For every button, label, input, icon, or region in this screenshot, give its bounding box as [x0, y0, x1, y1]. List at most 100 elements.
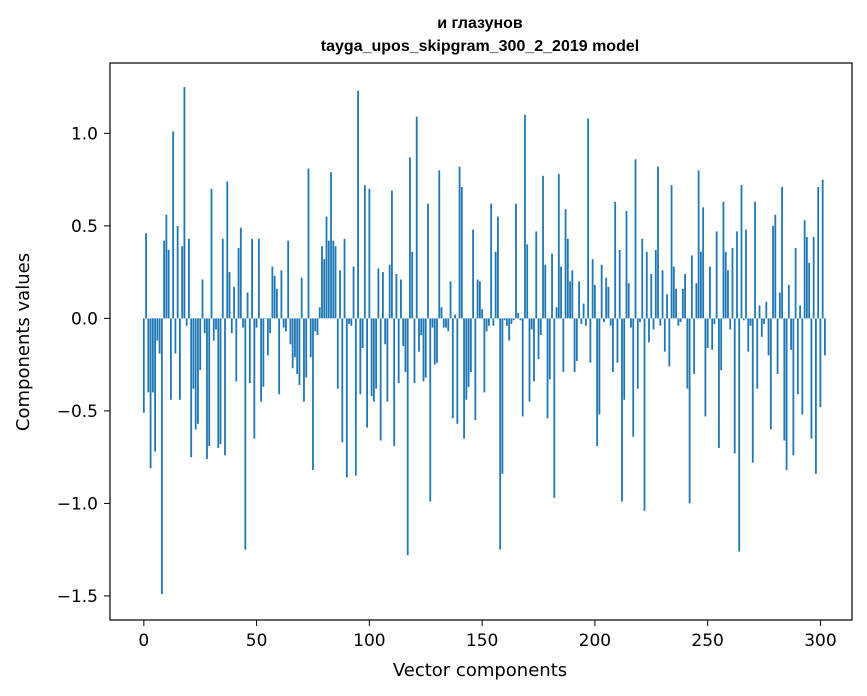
bar-123 — [420, 318, 423, 336]
bar-84 — [332, 240, 335, 319]
bar-181 — [551, 253, 553, 319]
bar-79 — [321, 246, 323, 319]
bar-242 — [688, 318, 691, 504]
bar-66 — [291, 318, 294, 369]
bar-159 — [501, 318, 504, 474]
bar-61 — [280, 270, 283, 319]
bar-287 — [790, 318, 792, 350]
bar-190 — [571, 270, 574, 319]
bar-31 — [212, 318, 215, 341]
bar-29 — [208, 318, 211, 447]
bar-111 — [393, 318, 396, 447]
bar-298 — [815, 318, 817, 474]
bar-178 — [544, 264, 547, 319]
bar-68 — [296, 318, 299, 374]
bar-110 — [391, 190, 393, 319]
bar-189 — [569, 281, 571, 319]
bar-216 — [630, 318, 632, 328]
bar-141 — [460, 186, 463, 319]
bar-22 — [192, 318, 195, 389]
bar-146 — [472, 229, 474, 319]
bar-297 — [812, 236, 815, 319]
bar-273 — [758, 305, 761, 319]
bar-9 — [163, 240, 166, 319]
bar-208 — [612, 318, 614, 373]
bar-235 — [672, 266, 675, 319]
bar-301 — [821, 179, 824, 319]
bar-17 — [181, 246, 184, 319]
bar-250 — [706, 318, 709, 348]
bar-232 — [666, 294, 668, 319]
bar-291 — [799, 305, 802, 319]
bar-6 — [156, 318, 159, 341]
bar-162 — [508, 318, 511, 341]
bar-15 — [176, 225, 179, 319]
bar-167 — [519, 318, 522, 321]
bar-246 — [697, 170, 700, 319]
bar-18 — [183, 87, 186, 319]
bar-69 — [298, 318, 301, 385]
bar-163 — [510, 318, 513, 324]
bar-239 — [681, 288, 684, 319]
bar-286 — [787, 285, 790, 319]
bar-256 — [720, 318, 723, 371]
bar-281 — [776, 318, 779, 374]
bar-252 — [711, 318, 714, 350]
bar-219 — [636, 318, 639, 389]
bar-277 — [767, 318, 770, 356]
bar-245 — [695, 283, 698, 319]
bar-16 — [179, 318, 181, 400]
bar-280 — [774, 214, 777, 319]
bar-275 — [763, 318, 765, 324]
x-tick-label-5: 250 — [691, 631, 723, 651]
bar-182 — [553, 318, 556, 498]
bar-240 — [684, 273, 686, 319]
bar-228 — [657, 166, 659, 319]
bar-67 — [294, 318, 296, 358]
bar-19 — [185, 318, 188, 326]
bar-64 — [287, 240, 290, 319]
bar-295 — [808, 262, 811, 319]
bar-107 — [384, 318, 387, 345]
plot-frame — [109, 62, 853, 621]
bar-92 — [350, 318, 353, 326]
bar-77 — [316, 318, 319, 336]
bar-12 — [169, 318, 172, 400]
bar-234 — [670, 185, 673, 319]
bar-299 — [817, 186, 820, 319]
bar-94 — [354, 318, 357, 476]
bar-191 — [573, 318, 576, 373]
bar-284 — [783, 318, 786, 441]
bar-25 — [199, 318, 202, 371]
bar-288 — [792, 318, 795, 456]
bar-207 — [609, 318, 612, 326]
bar-33 — [217, 318, 220, 448]
bar-140 — [458, 166, 461, 319]
bar-168 — [521, 318, 524, 417]
bar-170 — [526, 244, 529, 319]
chart-title-line2: tayga_upos_skipgram_300_2_2019 model — [321, 38, 639, 55]
bar-4 — [151, 318, 154, 393]
bar-46 — [246, 292, 249, 319]
bar-129 — [433, 318, 436, 365]
bar-117 — [406, 318, 409, 556]
bar-49 — [253, 318, 256, 439]
bar-174 — [535, 231, 538, 319]
bar-97 — [361, 318, 364, 348]
bar-175 — [537, 318, 540, 360]
bar-253 — [713, 318, 716, 324]
bar-279 — [772, 225, 774, 319]
bar-224 — [648, 318, 650, 343]
bar-98 — [363, 185, 366, 319]
bar-263 — [736, 231, 738, 319]
bar-105 — [379, 318, 382, 441]
bar-5 — [154, 318, 156, 452]
bar-2 — [147, 318, 150, 393]
bar-169 — [524, 114, 526, 319]
bar-104 — [377, 268, 380, 319]
bar-112 — [395, 273, 398, 319]
bar-125 — [424, 318, 427, 378]
bar-122 — [418, 318, 420, 352]
